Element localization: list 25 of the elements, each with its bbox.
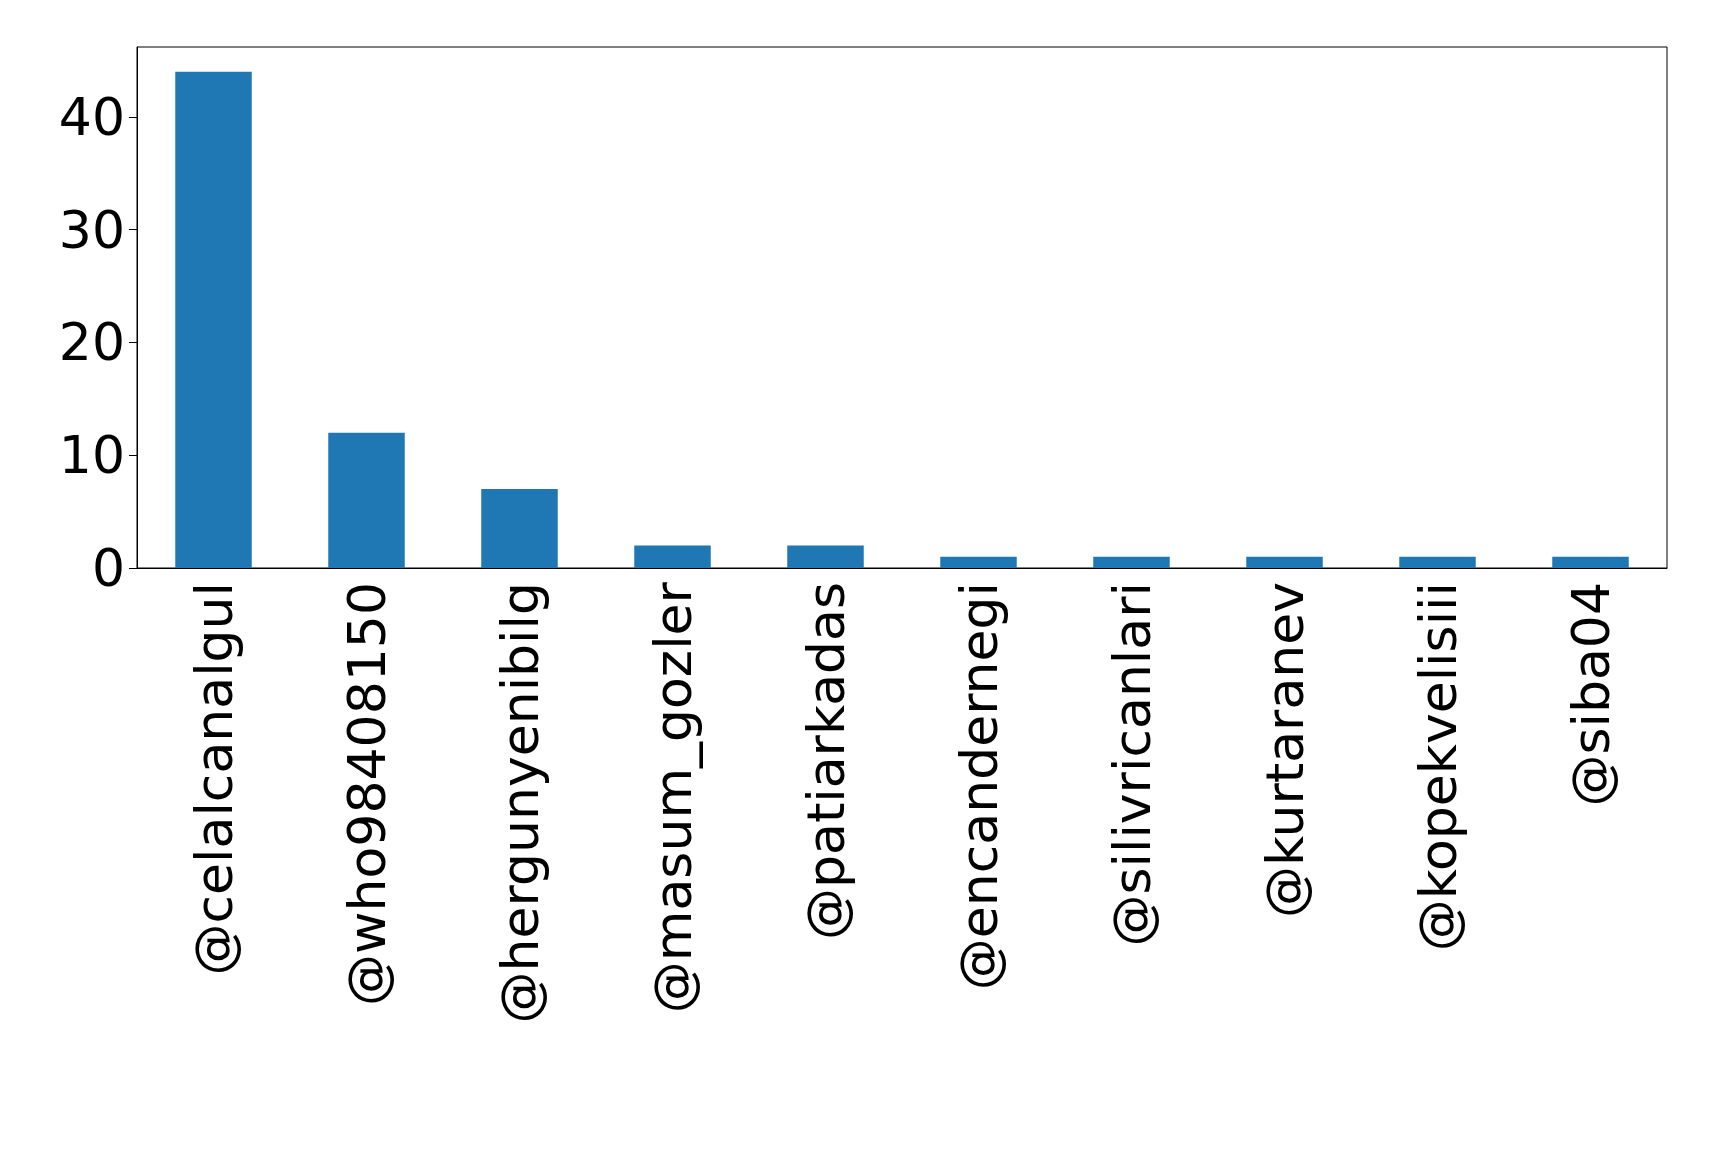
x-tick-label: @kurtaranev — [1254, 582, 1315, 919]
y-tick-label: 10 — [58, 425, 125, 486]
x-tick-label: @patiarkadas — [795, 582, 856, 940]
x-tick-label: @masum_gozler — [642, 581, 703, 1014]
bar — [1093, 556, 1170, 568]
x-tick-label: @encandernegi — [948, 582, 1009, 991]
y-tick-label: 0 — [91, 538, 125, 598]
bar — [481, 489, 558, 568]
y-tick-label: 20 — [58, 312, 125, 373]
y-tick-label: 40 — [58, 86, 125, 147]
bar — [1246, 556, 1323, 568]
bar — [1552, 556, 1629, 568]
x-tick-label: @who98408150 — [336, 582, 397, 1006]
bar — [634, 545, 711, 568]
bar — [787, 545, 864, 568]
x-tick-label: @celalcanalgul — [183, 582, 244, 976]
x-tick-label: @silivricanlari — [1101, 582, 1162, 947]
bar — [328, 432, 405, 568]
bar — [1399, 556, 1476, 568]
bar — [175, 71, 252, 568]
bar — [940, 556, 1017, 568]
y-tick-label: 30 — [58, 199, 125, 260]
x-tick-label: @siba04 — [1560, 582, 1621, 807]
x-tick-label: @kopekvelisiii — [1407, 582, 1468, 952]
x-tick-label: @hergunyenibilg — [489, 582, 550, 1024]
